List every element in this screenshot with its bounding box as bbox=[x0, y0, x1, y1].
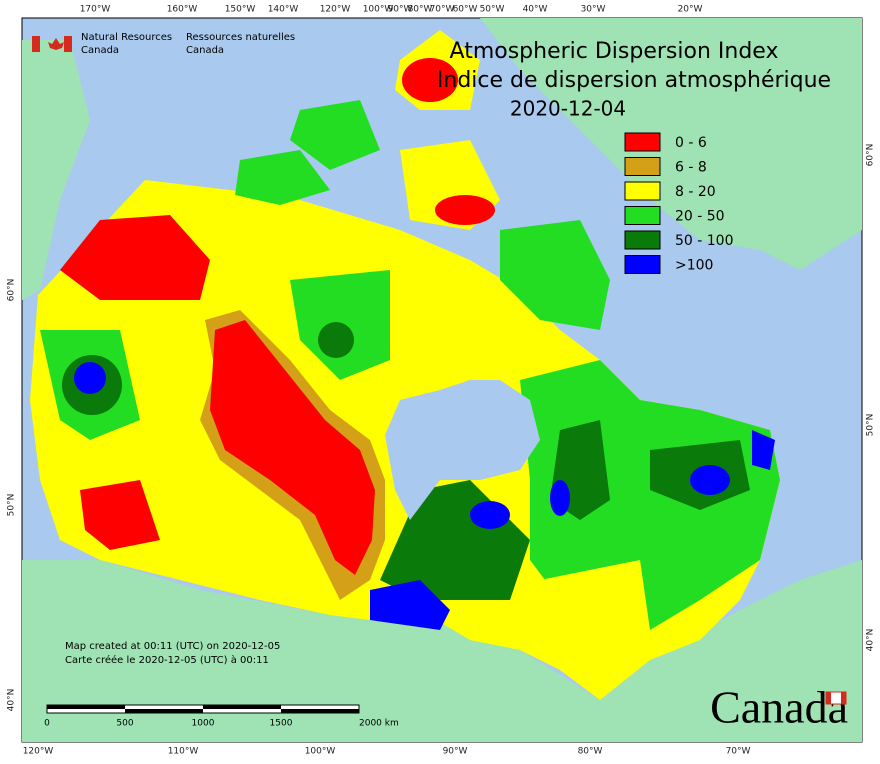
flag-bar bbox=[64, 36, 72, 52]
graticule-label: 30°W bbox=[581, 5, 606, 15]
legend-swatch bbox=[624, 255, 661, 274]
scale-bar: 0 500 1000 1500 2000 km bbox=[44, 704, 399, 729]
wordmark: Canada bbox=[710, 682, 848, 733]
scale-label: 0 bbox=[44, 719, 50, 729]
hudson-bay bbox=[385, 380, 540, 520]
credit: Carte créée le 2020-12-05 (UTC) à 00:11 bbox=[65, 654, 269, 666]
usa bbox=[22, 560, 862, 742]
graticule-label: 150°W bbox=[225, 5, 256, 15]
legend-label: 20 - 50 bbox=[675, 209, 725, 225]
scale-segment bbox=[125, 709, 203, 713]
greenland bbox=[480, 18, 862, 270]
legend-label: 0 - 6 bbox=[675, 135, 707, 151]
zone bbox=[370, 580, 450, 630]
graticule-label: 170°W bbox=[80, 5, 111, 15]
title: Indice de dispersion atmosphérique bbox=[437, 68, 831, 93]
graticule-label: 20°W bbox=[678, 5, 703, 15]
title: Atmospheric Dispersion Index bbox=[450, 39, 779, 64]
scale-segment bbox=[203, 705, 281, 709]
zone bbox=[80, 480, 160, 550]
maple-leaf bbox=[48, 38, 64, 50]
zone bbox=[318, 322, 354, 358]
graticule-label: 70°W bbox=[430, 5, 455, 15]
graticule-label: 50°N bbox=[7, 494, 17, 517]
scale-segment bbox=[47, 705, 125, 709]
graticule-label: 70°W bbox=[726, 747, 751, 757]
agency-text: Canada bbox=[186, 45, 224, 56]
graticule-label: 50°N bbox=[866, 414, 876, 437]
zone bbox=[550, 480, 570, 516]
island bbox=[290, 100, 380, 170]
legend-swatch bbox=[624, 157, 661, 176]
scale-label: 500 bbox=[116, 719, 133, 729]
zone bbox=[752, 430, 775, 470]
graticule-label: 120°W bbox=[23, 747, 54, 757]
legend: 0 - 6 6 - 8 8 - 20 20 - 50 50 - 100 >100 bbox=[624, 132, 734, 274]
graticule-label: 50°W bbox=[480, 5, 505, 15]
wordmark-flag bbox=[841, 692, 846, 704]
zone bbox=[210, 320, 375, 575]
zone bbox=[60, 215, 210, 300]
agency-text: Canada bbox=[81, 45, 119, 56]
graticule-label: 80°W bbox=[408, 5, 433, 15]
graticule-label: 100°W bbox=[305, 747, 336, 757]
graticule-label: 40°N bbox=[7, 689, 17, 712]
scale-label: 1500 bbox=[270, 719, 293, 729]
zone bbox=[435, 195, 495, 225]
wordmark-flag bbox=[826, 692, 831, 704]
legend-label: >100 bbox=[675, 258, 713, 274]
scale-label: 1000 bbox=[192, 719, 215, 729]
legend-swatch bbox=[624, 132, 661, 152]
graticule-label: 90°W bbox=[443, 747, 468, 757]
scale-segment bbox=[281, 709, 359, 713]
graticule-label: 60°N bbox=[866, 144, 876, 167]
flag-bar bbox=[32, 36, 40, 52]
legend-swatch bbox=[624, 181, 661, 201]
graticule-label: 100°W bbox=[363, 5, 394, 15]
graticule-label: 80°W bbox=[578, 747, 603, 757]
graticule-label: 60°N bbox=[7, 279, 17, 302]
graticule-label: 120°W bbox=[320, 5, 351, 15]
graticule-label: 60°W bbox=[453, 5, 478, 15]
agency-text: Natural Resources bbox=[81, 32, 172, 43]
zone bbox=[540, 560, 650, 650]
zone bbox=[402, 58, 458, 102]
zone bbox=[74, 362, 106, 394]
island bbox=[235, 150, 330, 205]
agency-text: Ressources naturelles bbox=[186, 32, 295, 43]
graticule-label: 160°W bbox=[167, 5, 198, 15]
graticule-labels: 170°W 160°W 150°W 140°W 120°W 100°W90°W80°W70… bbox=[7, 5, 876, 757]
date: 2020-12-04 bbox=[510, 97, 626, 121]
zone bbox=[690, 465, 730, 495]
baffin bbox=[500, 220, 610, 330]
legend-label: 6 - 8 bbox=[675, 160, 707, 176]
scale-label: 2000 km bbox=[359, 719, 399, 729]
graticule-label: 40°N bbox=[866, 629, 876, 652]
credit: Map created at 00:11 (UTC) on 2020-12-05 bbox=[65, 641, 280, 652]
legend-label: 8 - 20 bbox=[675, 184, 716, 200]
legend-label: 50 - 100 bbox=[675, 233, 734, 249]
graticule-label: 90°W bbox=[388, 5, 413, 15]
graticule-label: 40°W bbox=[523, 5, 548, 15]
alaska bbox=[22, 40, 90, 300]
graticule-label: 140°W bbox=[268, 5, 299, 15]
zone bbox=[470, 501, 510, 529]
legend-swatch bbox=[624, 230, 661, 250]
graticule-label: 110°W bbox=[168, 747, 199, 757]
legend-swatch bbox=[624, 206, 661, 225]
